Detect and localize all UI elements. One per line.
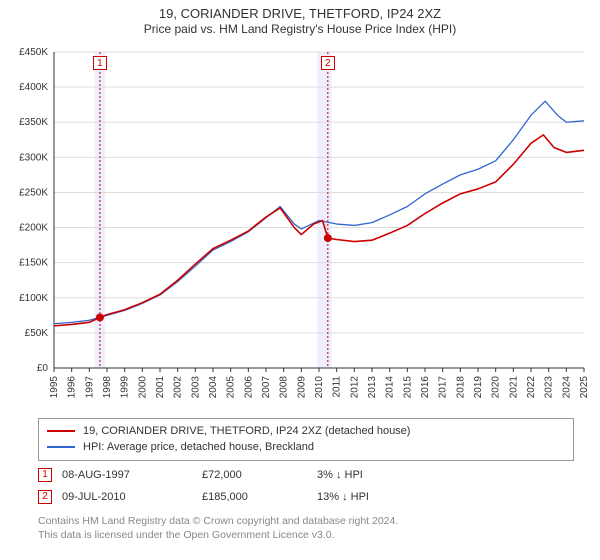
chart-marker-icon: 2 xyxy=(321,56,335,70)
svg-text:1997: 1997 xyxy=(84,376,95,399)
transaction-delta: 3% ↓ HPI xyxy=(317,469,492,481)
legend-row: HPI: Average price, detached house, Brec… xyxy=(47,439,565,455)
transaction-row: 1 08-AUG-1997 £72,000 3% ↓ HPI xyxy=(38,464,574,486)
transaction-marker-icon: 1 xyxy=(38,468,52,482)
transaction-price: £185,000 xyxy=(202,491,317,503)
transaction-date: 09-JUL-2010 xyxy=(62,491,202,503)
svg-text:2024: 2024 xyxy=(561,376,572,399)
svg-text:2013: 2013 xyxy=(367,376,378,399)
svg-text:2011: 2011 xyxy=(332,376,343,398)
svg-text:£400K: £400K xyxy=(19,82,48,93)
legend-swatch xyxy=(47,430,75,432)
svg-text:2001: 2001 xyxy=(155,376,166,399)
svg-text:2016: 2016 xyxy=(420,376,431,399)
legend-label: 19, CORIANDER DRIVE, THETFORD, IP24 2XZ … xyxy=(83,425,410,437)
svg-text:2025: 2025 xyxy=(579,376,590,399)
svg-text:£150K: £150K xyxy=(19,258,48,269)
transaction-delta: 13% ↓ HPI xyxy=(317,491,492,503)
transaction-table: 1 08-AUG-1997 £72,000 3% ↓ HPI 2 09-JUL-… xyxy=(38,464,574,508)
footnote: Contains HM Land Registry data © Crown c… xyxy=(38,514,574,542)
svg-text:£300K: £300K xyxy=(19,152,48,163)
svg-text:2004: 2004 xyxy=(208,376,219,399)
svg-text:2006: 2006 xyxy=(243,376,254,399)
svg-text:2018: 2018 xyxy=(455,376,466,399)
price-chart: £0 £50K £100K £150K £200K £250K £300K £350K £400… xyxy=(0,46,600,410)
svg-text:1999: 1999 xyxy=(120,376,131,399)
svg-text:£100K: £100K xyxy=(19,293,48,304)
svg-text:£200K: £200K xyxy=(19,223,48,234)
svg-text:2000: 2000 xyxy=(137,376,148,399)
svg-text:1996: 1996 xyxy=(67,376,78,399)
svg-text:2015: 2015 xyxy=(402,376,413,399)
svg-text:1995: 1995 xyxy=(49,376,60,399)
svg-text:2003: 2003 xyxy=(190,376,201,399)
svg-text:£350K: £350K xyxy=(19,117,48,128)
footnote-line: This data is licensed under the Open Gov… xyxy=(38,528,574,542)
svg-text:£50K: £50K xyxy=(25,328,49,339)
legend-swatch xyxy=(47,446,75,448)
svg-text:2008: 2008 xyxy=(279,376,290,399)
page-title: 19, CORIANDER DRIVE, THETFORD, IP24 2XZ xyxy=(0,6,600,22)
svg-text:2017: 2017 xyxy=(438,376,449,399)
svg-text:2020: 2020 xyxy=(491,376,502,399)
svg-text:2019: 2019 xyxy=(473,376,484,399)
svg-text:2012: 2012 xyxy=(349,376,360,399)
transaction-marker-icon: 2 xyxy=(38,490,52,504)
transaction-price: £72,000 xyxy=(202,469,317,481)
svg-text:£0: £0 xyxy=(37,363,49,374)
svg-text:2023: 2023 xyxy=(544,376,555,399)
page-subtitle: Price paid vs. HM Land Registry's House … xyxy=(0,22,600,37)
svg-text:2010: 2010 xyxy=(314,376,325,399)
svg-text:2005: 2005 xyxy=(226,376,237,399)
svg-text:2022: 2022 xyxy=(526,376,537,399)
legend-row: 19, CORIANDER DRIVE, THETFORD, IP24 2XZ … xyxy=(47,423,565,439)
svg-text:1998: 1998 xyxy=(102,376,113,399)
svg-text:£450K: £450K xyxy=(19,47,48,58)
chart-legend: 19, CORIANDER DRIVE, THETFORD, IP24 2XZ … xyxy=(38,418,574,461)
svg-text:2021: 2021 xyxy=(508,376,519,399)
svg-text:2007: 2007 xyxy=(261,376,272,399)
chart-marker-icon: 1 xyxy=(93,56,107,70)
legend-label: HPI: Average price, detached house, Brec… xyxy=(83,441,314,453)
transaction-date: 08-AUG-1997 xyxy=(62,469,202,481)
svg-text:£250K: £250K xyxy=(19,187,48,198)
svg-text:2002: 2002 xyxy=(173,376,184,399)
transaction-row: 2 09-JUL-2010 £185,000 13% ↓ HPI xyxy=(38,486,574,508)
svg-text:2014: 2014 xyxy=(385,376,396,399)
footnote-line: Contains HM Land Registry data © Crown c… xyxy=(38,514,574,528)
svg-text:2009: 2009 xyxy=(296,376,307,399)
